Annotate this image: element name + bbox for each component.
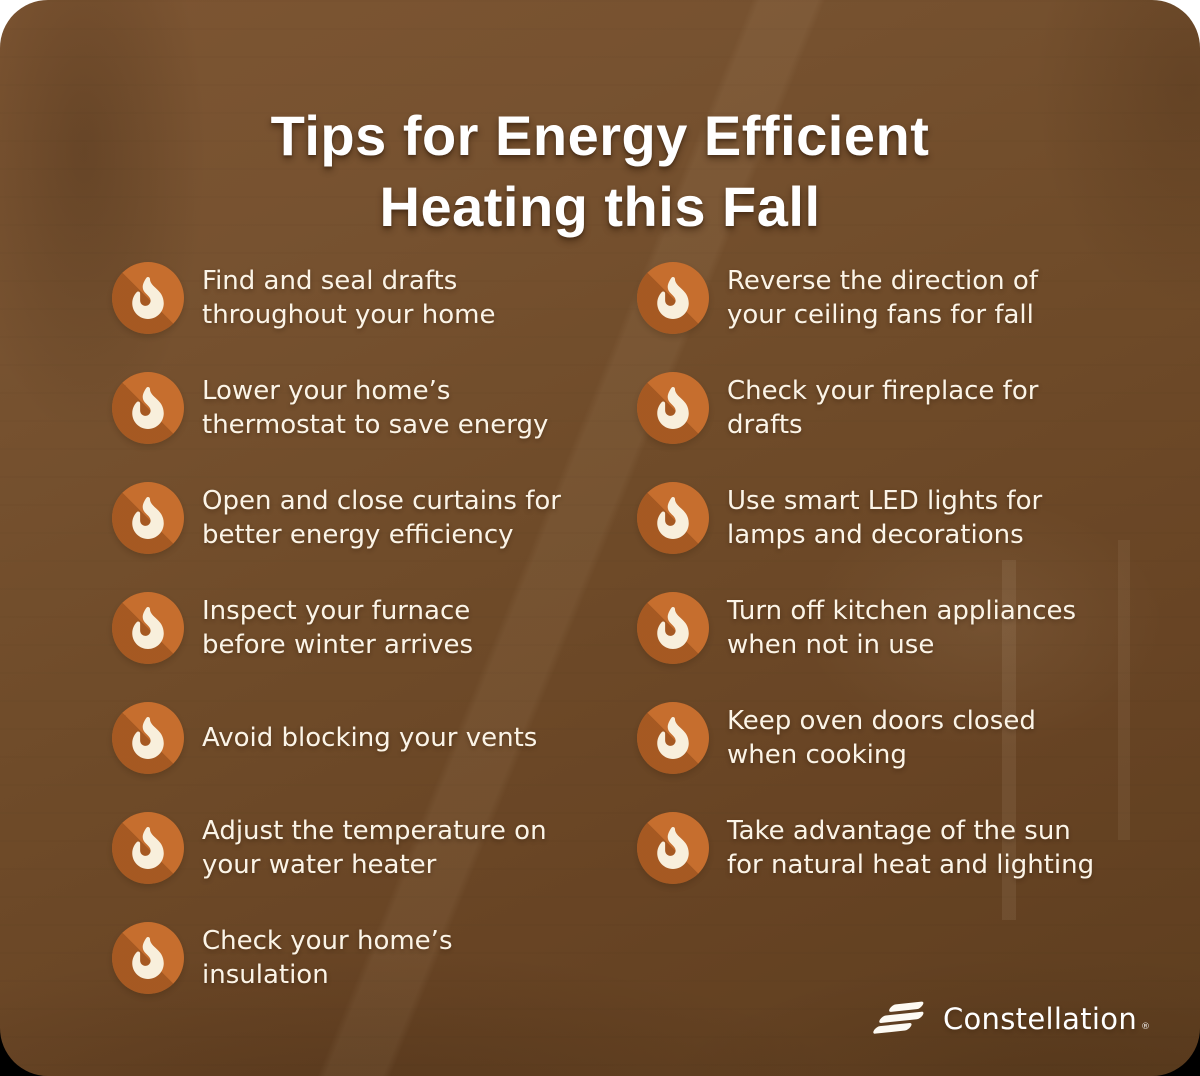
brand-name: Constellation xyxy=(942,1002,1137,1036)
tip-row: Turn off kitchen appliances when not in … xyxy=(637,592,1094,664)
tip-line-2: better energy efficiency xyxy=(202,520,514,550)
flame-icon xyxy=(637,372,709,444)
tip-row: Inspect your furnace before winter arriv… xyxy=(112,592,561,664)
tip-line-1: Inspect your furnace xyxy=(202,596,471,626)
tip-line-1: Check your home’s xyxy=(202,926,453,956)
tip-text: Turn off kitchen appliances when not in … xyxy=(727,594,1076,662)
flame-icon xyxy=(637,702,709,774)
tip-text: Find and seal drafts throughout your hom… xyxy=(202,264,495,332)
tip-text: Avoid blocking your vents xyxy=(202,721,537,755)
tip-row: Take advantage of the sun for natural he… xyxy=(637,812,1094,884)
tip-line-2: your water heater xyxy=(202,850,437,880)
tip-line-1: Open and close curtains for xyxy=(202,486,561,516)
flame-icon xyxy=(112,592,184,664)
tip-line-2: insulation xyxy=(202,960,329,990)
tip-line-1: Take advantage of the sun xyxy=(727,816,1071,846)
page-title: Tips for Energy Efficient Heating this F… xyxy=(0,100,1200,242)
tip-text: Lower your home’s thermostat to save ene… xyxy=(202,374,548,442)
flame-icon xyxy=(112,812,184,884)
tip-line-2: throughout your home xyxy=(202,300,496,330)
tip-row: Find and seal drafts throughout your hom… xyxy=(112,262,561,334)
tip-text: Adjust the temperature on your water hea… xyxy=(202,814,547,882)
flame-icon xyxy=(637,812,709,884)
tip-line-1: Turn off kitchen appliances xyxy=(727,596,1077,626)
tip-text: Check your fireplace for drafts xyxy=(727,374,1038,442)
tip-row: Check your fireplace for drafts xyxy=(637,372,1094,444)
flame-icon xyxy=(637,262,709,334)
page-title-line-1: Tips for Energy Efficient xyxy=(270,103,930,167)
tip-row: Keep oven doors closed when cooking xyxy=(637,702,1094,774)
page-title-line-2: Heating this Fall xyxy=(379,174,821,238)
tip-row: Check your home’s insulation xyxy=(112,922,561,994)
tip-line-1: Use smart LED lights for xyxy=(727,486,1043,516)
tip-text: Take advantage of the sun for natural he… xyxy=(727,814,1094,882)
tip-line-2: thermostat to save energy xyxy=(202,410,549,440)
flame-icon xyxy=(637,592,709,664)
tip-line-2: when cooking xyxy=(727,740,907,770)
constellation-logo: Constellation ® xyxy=(869,1000,1150,1038)
constellation-flag-icon xyxy=(869,1000,930,1038)
tip-line-1: Lower your home’s xyxy=(202,376,451,406)
flame-icon xyxy=(112,482,184,554)
tip-text: Reverse the direction of your ceiling fa… xyxy=(727,264,1038,332)
tip-line-1: Keep oven doors closed xyxy=(727,706,1036,736)
tip-line-2: lamps and decorations xyxy=(727,520,1024,550)
tip-line-2: for natural heat and lighting xyxy=(727,850,1095,880)
tip-row: Lower your home’s thermostat to save ene… xyxy=(112,372,561,444)
tip-line-1: Find and seal drafts xyxy=(202,266,458,296)
tip-line-1: Reverse the direction of xyxy=(727,266,1038,296)
tip-line-1: Adjust the temperature on xyxy=(202,816,547,846)
tip-row: Use smart LED lights for lamps and decor… xyxy=(637,482,1094,554)
tip-line-2: before winter arrives xyxy=(202,630,474,660)
tip-text: Inspect your furnace before winter arriv… xyxy=(202,594,473,662)
tips-column-left: Find and seal drafts throughout your hom… xyxy=(112,262,561,1032)
flame-icon xyxy=(112,922,184,994)
tip-line-1: Check your fireplace for xyxy=(727,376,1039,406)
registered-mark: ® xyxy=(1141,1022,1150,1032)
tip-text: Check your home’s insulation xyxy=(202,924,453,992)
tip-text: Keep oven doors closed when cooking xyxy=(727,704,1036,772)
tip-line-1: Avoid blocking your vents xyxy=(202,723,538,753)
tip-text: Open and close curtains for better energ… xyxy=(202,484,561,552)
tip-line-2: drafts xyxy=(727,410,803,440)
tip-text: Use smart LED lights for lamps and decor… xyxy=(727,484,1042,552)
flame-icon xyxy=(112,372,184,444)
tip-row: Reverse the direction of your ceiling fa… xyxy=(637,262,1094,334)
tip-line-2: your ceiling fans for fall xyxy=(727,300,1034,330)
tip-line-2: when not in use xyxy=(727,630,935,660)
tip-row: Adjust the temperature on your water hea… xyxy=(112,812,561,884)
tips-column-right: Reverse the direction of your ceiling fa… xyxy=(637,262,1094,922)
flame-icon xyxy=(637,482,709,554)
flame-icon xyxy=(112,262,184,334)
flame-icon xyxy=(112,702,184,774)
tip-row: Avoid blocking your vents xyxy=(112,702,561,774)
tip-row: Open and close curtains for better energ… xyxy=(112,482,561,554)
